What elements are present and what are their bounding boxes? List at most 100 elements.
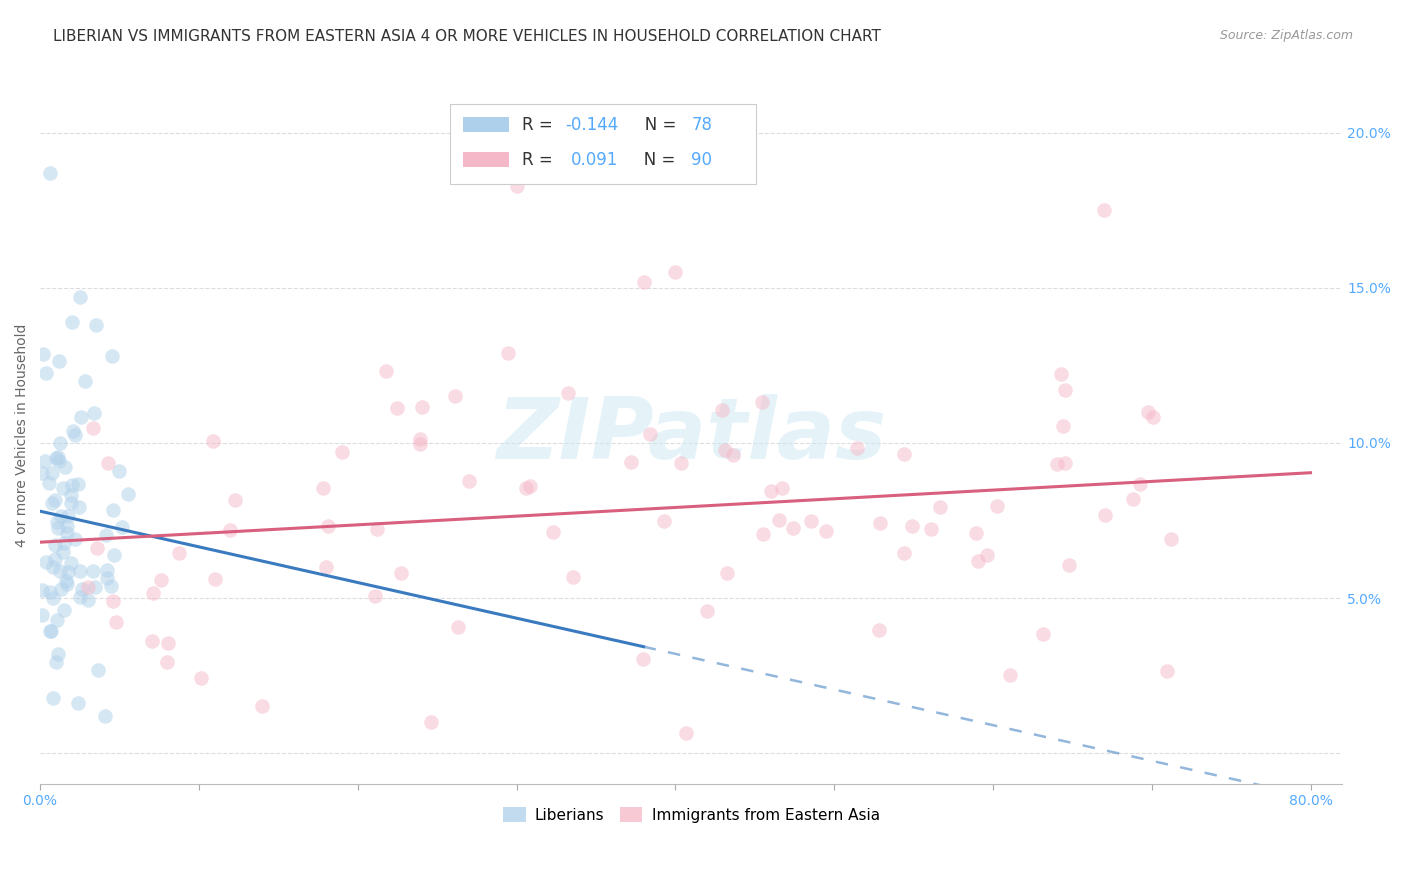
Point	[1059, 558, 1081, 573]
Point	[70, 409, 93, 424]
Point	[53, 460, 76, 475]
Point	[41, 496, 63, 510]
Point	[117, 486, 139, 500]
FancyBboxPatch shape	[450, 103, 756, 184]
Point	[96, 563, 118, 577]
Point	[1129, 476, 1152, 491]
Point	[67, 476, 90, 491]
Point	[53, 603, 76, 617]
Point	[169, 545, 191, 559]
Text: 0.091: 0.091	[571, 151, 619, 169]
Point	[631, 652, 654, 666]
Point	[928, 500, 950, 515]
Point	[505, 178, 527, 193]
Point	[31, 582, 53, 597]
Point	[84, 318, 107, 332]
Point	[893, 546, 915, 560]
Legend: Liberians, Immigrants from Eastern Asia: Liberians, Immigrants from Eastern Asia	[496, 800, 886, 829]
Text: N =: N =	[628, 116, 681, 134]
Point	[48, 354, 70, 368]
Point	[669, 456, 692, 470]
Point	[100, 579, 122, 593]
Point	[711, 402, 734, 417]
Point	[35, 367, 58, 381]
Point	[814, 524, 837, 538]
FancyBboxPatch shape	[464, 117, 509, 132]
Point	[675, 725, 697, 739]
Point	[35, 555, 58, 569]
Point	[83, 580, 105, 594]
Point	[52, 544, 75, 558]
Point	[39, 624, 62, 639]
Point	[157, 636, 180, 650]
Point	[366, 522, 388, 536]
Point	[652, 514, 675, 528]
Point	[70, 582, 93, 596]
Point	[41, 467, 63, 481]
Point	[315, 560, 337, 574]
Point	[723, 448, 745, 462]
Text: 78: 78	[692, 116, 713, 134]
Point	[62, 424, 84, 438]
Point	[664, 265, 686, 279]
Point	[141, 634, 163, 648]
Point	[46, 515, 69, 529]
Point	[1032, 627, 1054, 641]
Point	[34, 454, 56, 468]
Point	[375, 364, 398, 378]
Point	[52, 482, 75, 496]
Point	[73, 374, 96, 388]
Point	[768, 513, 790, 527]
Point	[52, 536, 75, 550]
Text: 90: 90	[690, 151, 711, 169]
Point	[716, 566, 738, 580]
Point	[202, 434, 225, 448]
Y-axis label: 4 or more Vehicles in Household: 4 or more Vehicles in Household	[15, 324, 30, 547]
Point	[986, 499, 1008, 513]
Point	[104, 615, 127, 629]
Point	[893, 448, 915, 462]
Point	[363, 589, 385, 603]
Point	[56, 577, 79, 591]
Point	[46, 450, 69, 465]
Point	[94, 709, 117, 723]
Point	[82, 564, 104, 578]
Point	[515, 481, 537, 495]
Point	[633, 275, 655, 289]
Text: ZIPatlas: ZIPatlas	[496, 393, 886, 476]
Point	[411, 400, 433, 414]
Point	[44, 493, 66, 508]
Point	[100, 349, 122, 363]
Point	[46, 614, 69, 628]
Point	[101, 593, 124, 607]
Point	[419, 715, 441, 730]
Point	[496, 346, 519, 360]
Point	[97, 456, 120, 470]
Point	[1094, 508, 1116, 523]
Point	[101, 503, 124, 517]
Point	[87, 663, 110, 677]
Point	[330, 445, 353, 459]
FancyBboxPatch shape	[464, 152, 509, 168]
Point	[111, 520, 134, 534]
Text: R =: R =	[522, 116, 558, 134]
Point	[1092, 203, 1115, 218]
Point	[1142, 410, 1164, 425]
Text: LIBERIAN VS IMMIGRANTS FROM EASTERN ASIA 4 OR MORE VEHICLES IN HOUSEHOLD CORRELA: LIBERIAN VS IMMIGRANTS FROM EASTERN ASIA…	[53, 29, 882, 45]
Point	[1046, 457, 1069, 471]
Point	[770, 481, 793, 495]
Text: -0.144: -0.144	[565, 116, 619, 134]
Point	[714, 442, 737, 457]
Point	[998, 667, 1021, 681]
Point	[39, 585, 62, 599]
Point	[45, 655, 67, 669]
Point	[44, 538, 66, 552]
Point	[69, 290, 91, 304]
Point	[557, 386, 579, 401]
Point	[42, 691, 65, 706]
Point	[49, 582, 72, 596]
Point	[31, 347, 53, 361]
Point	[142, 586, 165, 600]
Point	[82, 421, 104, 435]
Point	[67, 696, 90, 710]
